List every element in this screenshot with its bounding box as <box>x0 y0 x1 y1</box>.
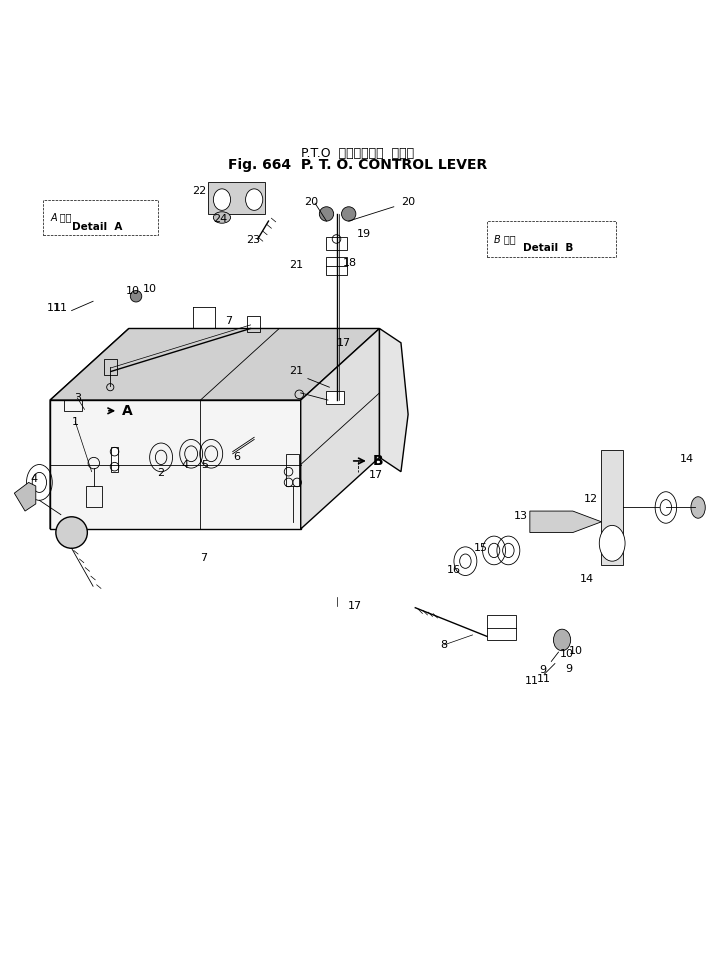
Text: 13: 13 <box>514 511 528 521</box>
Text: 9: 9 <box>566 664 573 674</box>
Bar <box>64 400 82 411</box>
Text: 18: 18 <box>342 258 357 267</box>
Polygon shape <box>601 450 623 565</box>
Text: A: A <box>122 403 132 418</box>
Ellipse shape <box>213 212 231 224</box>
Text: 20: 20 <box>401 196 415 207</box>
Polygon shape <box>50 329 129 529</box>
Text: B 詳細: B 詳細 <box>494 234 516 244</box>
Ellipse shape <box>342 207 356 221</box>
Polygon shape <box>111 446 118 471</box>
Text: 10: 10 <box>143 284 158 295</box>
Bar <box>104 360 117 375</box>
Text: 21: 21 <box>289 366 303 376</box>
Text: 5: 5 <box>201 460 208 469</box>
Text: A 詳細: A 詳細 <box>50 213 72 223</box>
Text: 14: 14 <box>580 574 594 584</box>
Bar <box>487 221 616 257</box>
Text: 21: 21 <box>289 260 303 270</box>
Ellipse shape <box>319 207 334 221</box>
Text: 7: 7 <box>200 553 208 563</box>
Ellipse shape <box>246 189 263 210</box>
Text: 9: 9 <box>539 665 546 675</box>
Text: 2: 2 <box>158 469 165 478</box>
Bar <box>43 199 158 235</box>
Text: 1: 1 <box>72 417 79 427</box>
Text: 10: 10 <box>569 645 584 656</box>
Text: 11: 11 <box>54 303 68 313</box>
Bar <box>86 486 102 507</box>
Polygon shape <box>301 329 379 529</box>
Ellipse shape <box>130 291 142 302</box>
Bar <box>247 316 260 332</box>
Polygon shape <box>50 329 379 400</box>
Text: 11: 11 <box>537 675 551 684</box>
Polygon shape <box>50 400 301 529</box>
Text: 8: 8 <box>440 640 448 650</box>
Bar <box>326 257 347 275</box>
Bar <box>487 615 516 640</box>
Text: P.T.O  コントロール  レバー: P.T.O コントロール レバー <box>301 147 415 159</box>
Text: 19: 19 <box>357 229 371 239</box>
Text: Detail  A: Detail A <box>72 222 122 231</box>
Text: 3: 3 <box>74 393 81 403</box>
Text: 12: 12 <box>584 494 598 503</box>
Text: 17: 17 <box>337 338 351 348</box>
Polygon shape <box>14 482 36 511</box>
Text: 15: 15 <box>474 543 488 553</box>
Text: 4: 4 <box>181 460 188 469</box>
Text: 10: 10 <box>125 286 140 295</box>
Ellipse shape <box>553 629 571 650</box>
Bar <box>326 237 347 250</box>
Ellipse shape <box>213 189 231 210</box>
Text: 23: 23 <box>246 235 260 245</box>
Text: 17: 17 <box>369 470 383 480</box>
Text: 22: 22 <box>192 186 206 196</box>
Polygon shape <box>379 329 408 471</box>
Ellipse shape <box>599 526 625 561</box>
Text: Fig. 664  P. T. O. CONTROL LEVER: Fig. 664 P. T. O. CONTROL LEVER <box>228 158 488 172</box>
Text: 14: 14 <box>680 454 695 464</box>
Text: 20: 20 <box>304 196 319 207</box>
Text: 6: 6 <box>233 452 240 463</box>
Text: 10: 10 <box>560 649 574 659</box>
Text: 16: 16 <box>447 565 461 574</box>
Text: 24: 24 <box>213 214 228 224</box>
Polygon shape <box>208 182 265 214</box>
Text: 11: 11 <box>47 303 61 313</box>
Text: B: B <box>372 454 383 468</box>
Ellipse shape <box>56 517 87 548</box>
Text: 11: 11 <box>525 676 539 686</box>
Text: Detail  B: Detail B <box>523 243 573 254</box>
Text: 4: 4 <box>30 473 37 484</box>
Bar <box>286 454 299 486</box>
Text: 17: 17 <box>347 602 362 611</box>
Ellipse shape <box>691 497 705 518</box>
Bar <box>326 391 344 403</box>
Text: 7: 7 <box>226 316 233 327</box>
Polygon shape <box>530 511 601 533</box>
